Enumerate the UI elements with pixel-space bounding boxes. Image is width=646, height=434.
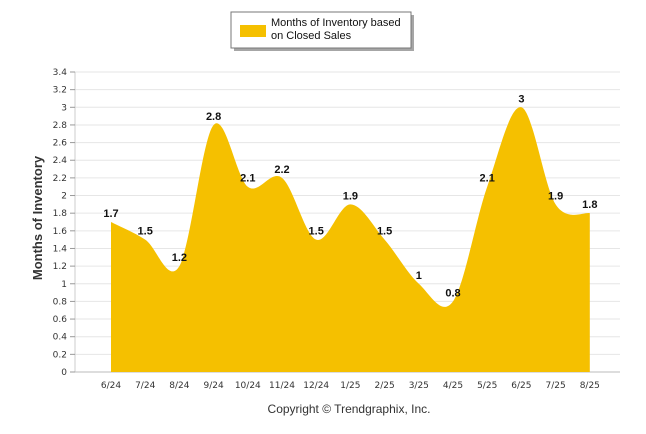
x-tick-label: 5/25 <box>477 381 497 391</box>
y-tick-label: 1.8 <box>53 209 68 219</box>
y-tick-label: 2.4 <box>53 156 68 166</box>
data-label: 1.5 <box>138 226 153 238</box>
data-label: 1.2 <box>172 252 187 264</box>
x-tick-label: 7/24 <box>135 381 155 391</box>
x-tick-label: 7/25 <box>545 381 565 391</box>
data-label: 2.1 <box>240 173 255 185</box>
copyright-text: Copyright © Trendgraphix, Inc. <box>268 402 431 416</box>
x-tick-label: 3/25 <box>409 381 429 391</box>
x-tick-label: 9/24 <box>203 381 223 391</box>
x-tick-label: 8/24 <box>169 381 189 391</box>
x-axis-ticks: 6/24 7/24 8/24 9/24 10/24 11/24 12/24 1/25 2/25 3… <box>101 381 600 391</box>
area-layer <box>111 107 590 373</box>
y-tick-label: 0.4 <box>53 333 68 343</box>
x-tick-label: 12/24 <box>303 381 329 391</box>
y-tick-label: 3.4 <box>53 68 68 78</box>
x-tick-label: 6/24 <box>101 381 121 391</box>
y-tick-label: 3 <box>61 103 67 113</box>
y-tick-label: 3.2 <box>53 86 67 96</box>
legend-label-line-1: Months of Inventory based <box>271 17 401 29</box>
data-label: 2.8 <box>206 111 221 123</box>
data-label: 1.9 <box>343 190 358 202</box>
x-tick-label: 11/24 <box>269 381 295 391</box>
y-tick-label: 1.4 <box>53 244 68 254</box>
x-tick-label: 6/25 <box>511 381 531 391</box>
data-label: 2.1 <box>480 173 495 185</box>
x-tick-label: 8/25 <box>580 381 600 391</box>
data-label: 3 <box>518 93 524 105</box>
data-label: 1 <box>416 270 422 282</box>
y-tick-label: 0.2 <box>53 350 67 360</box>
x-tick-label: 4/25 <box>443 381 463 391</box>
legend: Months of Inventory based on Closed Sale… <box>230 11 414 51</box>
y-tick-label: 1.2 <box>53 262 67 272</box>
data-label: 1.9 <box>548 190 563 202</box>
y-tick-label: 0.6 <box>53 315 68 325</box>
data-label: 0.8 <box>445 287 460 299</box>
data-label: 1.5 <box>377 226 392 238</box>
y-tick-label: 1.6 <box>53 227 68 237</box>
y-tick-label: 1 <box>61 280 67 290</box>
x-tick-label: 1/25 <box>340 381 360 391</box>
data-label: 1.8 <box>582 199 597 211</box>
data-label: 1.5 <box>309 226 324 238</box>
x-tick-label: 10/24 <box>235 381 261 391</box>
legend-swatch <box>240 25 266 37</box>
y-tick-label: 2 <box>61 192 67 202</box>
y-axis-ticks: 0 0.2 0.4 0.6 0.8 1 1.2 1.4 1.6 1.8 2 2.2 2.4 2.6 2.8 3… <box>53 68 75 378</box>
data-labels: 1.7 1.5 1.2 2.8 2.1 2.2 1.5 1.9 1.5 1 0.8 2.1 3 1.9 1.… <box>103 93 597 299</box>
y-tick-label: 2.2 <box>53 174 67 184</box>
y-axis-title: Months of Inventory <box>30 155 45 280</box>
data-label: 2.2 <box>274 164 289 176</box>
data-label: 1.7 <box>103 208 118 220</box>
x-tick-label: 2/25 <box>374 381 394 391</box>
series-area <box>111 107 590 373</box>
y-tick-label: 0.8 <box>53 297 68 307</box>
y-tick-label: 0 <box>61 368 67 378</box>
legend-label-line-2: on Closed Sales <box>271 30 352 42</box>
y-tick-label: 2.8 <box>53 121 68 131</box>
y-tick-label: 2.6 <box>53 139 68 149</box>
